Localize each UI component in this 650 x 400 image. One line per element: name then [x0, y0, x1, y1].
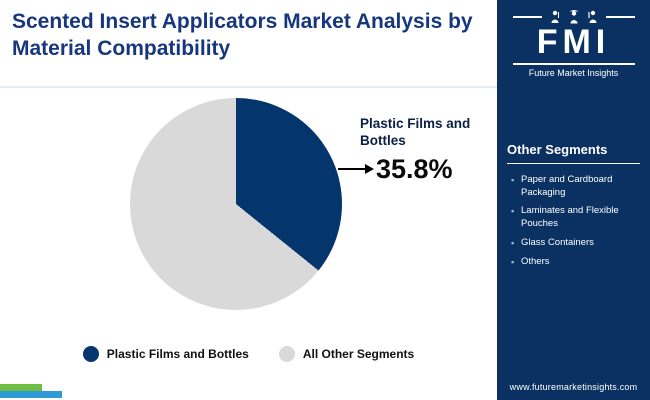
list-item: Laminates and Flexible Pouches — [511, 205, 640, 231]
logo-name: Future Market Insights — [512, 62, 635, 78]
website-link[interactable]: www.futuremarketinsights.com — [509, 382, 638, 392]
other-segments-list: Paper and Cardboard Packaging Laminates … — [507, 174, 640, 269]
legend-label: Plastic Films and Bottles — [106, 347, 249, 361]
legend-item-others: All Other Segments — [278, 346, 415, 362]
slice-callout: Plastic Films and Bottles 35.8% — [338, 116, 490, 185]
legend-item-plastic: Plastic Films and Bottles — [82, 346, 249, 362]
header: Scented Insert Applicators Market Analys… — [0, 0, 497, 88]
legend-dot-dark — [82, 346, 99, 362]
page-title: Scented Insert Applicators Market Analys… — [12, 10, 473, 60]
accent-bar-green — [0, 384, 42, 391]
callout-arrow-icon — [338, 164, 374, 175]
list-item: Others — [511, 256, 640, 269]
person-flag-icon — [551, 10, 559, 23]
list-item: Glass Containers — [511, 237, 640, 250]
chart-section: Scented Insert Applicators Market Analys… — [0, 0, 497, 398]
person-umbrella-icon — [569, 10, 578, 24]
person-anchor-icon — [587, 10, 596, 23]
other-segments-section: Other Segments Paper and Cardboard Packa… — [497, 142, 650, 269]
other-segments-heading: Other Segments — [507, 142, 640, 164]
callout-label: Plastic Films and Bottles — [360, 116, 471, 148]
pie-chart — [130, 98, 342, 310]
accent-bar-blue — [0, 391, 62, 398]
logo-abbr: FMI — [536, 23, 611, 61]
chart-area: Plastic Films and Bottles 35.8% Plastic … — [0, 88, 497, 398]
logo-line-right — [605, 16, 635, 18]
callout-value: 35.8% — [376, 153, 453, 184]
sidebar-panel: FMI Future Market Insights Other Segment… — [497, 0, 650, 400]
chart-legend: Plastic Films and Bottles All Other Segm… — [0, 346, 497, 362]
legend-dot-gray — [278, 346, 295, 362]
legend-label: All Other Segments — [302, 347, 415, 361]
logo-icons — [512, 10, 635, 24]
list-item: Paper and Cardboard Packaging — [511, 174, 640, 200]
logo-line-left — [512, 16, 542, 18]
fmi-logo: FMI Future Market Insights — [512, 10, 635, 78]
